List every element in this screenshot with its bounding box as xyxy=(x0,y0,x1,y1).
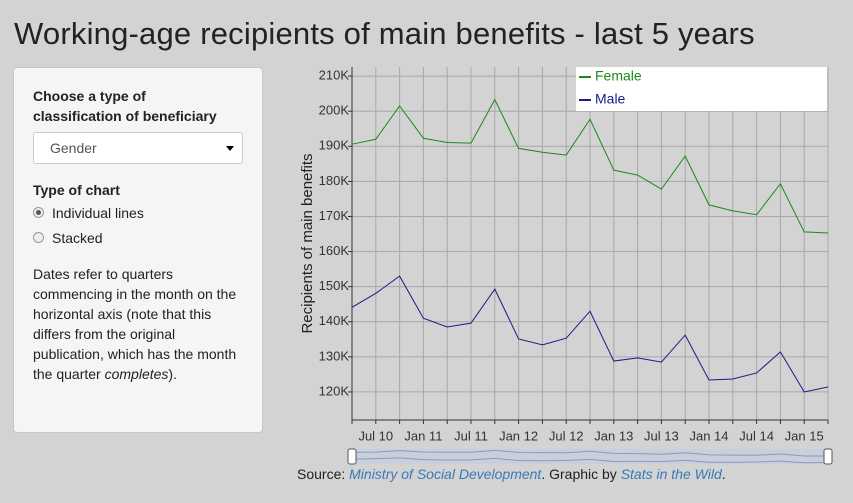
x-tick-label: Jul 13 xyxy=(644,428,679,443)
legend-label: Male xyxy=(595,91,626,107)
x-tick-label: Jul 11 xyxy=(454,428,488,443)
range-handle xyxy=(347,448,357,465)
classification-label: Choose a type of classification of benef… xyxy=(33,88,217,124)
note-emphasis: completes xyxy=(104,366,169,382)
y-tick-label: 140K xyxy=(319,313,350,328)
note-text: ). xyxy=(168,366,177,382)
radio-label: Stacked xyxy=(52,229,103,246)
y-tick-label: 210K xyxy=(319,68,350,83)
y-tick-label: 180K xyxy=(319,173,350,188)
radio-button[interactable] xyxy=(33,232,44,243)
x-tick-label: Jan 15 xyxy=(785,428,824,443)
source-link[interactable]: Ministry of Social Development xyxy=(349,466,542,482)
x-tick-label: Jan 13 xyxy=(594,428,633,443)
range-line xyxy=(351,449,829,457)
y-tick-label: 190K xyxy=(319,138,350,153)
y-axis-label: Recipients of main benefits xyxy=(299,153,316,333)
range-line xyxy=(351,457,829,464)
y-tick-label: 150K xyxy=(319,278,350,293)
source-text: . Graphic by xyxy=(541,466,617,482)
y-tick-label: 120K xyxy=(319,383,350,398)
source-line: Source: Ministry of Social Development. … xyxy=(297,466,726,482)
source-text: . xyxy=(721,466,726,482)
radio-label: Individual lines xyxy=(52,204,144,221)
y-tick-label: 160K xyxy=(319,243,350,258)
legend-box xyxy=(576,67,827,111)
range-selector xyxy=(352,449,828,464)
y-tick-label: 130K xyxy=(319,348,350,363)
radio-option[interactable]: Stacked xyxy=(33,225,243,250)
source-text: Source: xyxy=(297,466,346,482)
data-line xyxy=(351,98,829,234)
x-tick-label: Jul 14 xyxy=(739,428,774,443)
radio-option[interactable]: Individual lines xyxy=(33,200,243,225)
data-line xyxy=(351,275,829,393)
range-handle xyxy=(823,448,833,465)
x-tick-label: Jan 12 xyxy=(499,428,538,443)
x-tick-label: Jan 11 xyxy=(404,428,442,443)
plot-area xyxy=(352,67,828,420)
legend-label: Female xyxy=(595,68,642,84)
y-tick-label: 170K xyxy=(319,208,350,223)
radio-button[interactable] xyxy=(33,207,44,218)
x-tick-label: Jul 12 xyxy=(549,428,584,443)
note-text: Dates refer to quarters commencing in th… xyxy=(33,266,237,382)
note: Dates refer to quarters commencing in th… xyxy=(33,264,243,384)
source-link[interactable]: Stats in the Wild xyxy=(620,466,722,482)
y-tick-label: 200K xyxy=(319,103,350,118)
classification-select[interactable]: Gender xyxy=(33,132,243,164)
chart-type-label: Type of chart xyxy=(33,182,120,198)
page-title: Working-age recipients of main benefits … xyxy=(14,16,755,51)
x-tick-label: Jan 14 xyxy=(689,428,728,443)
sidebar-panel: Choose a type of classification of benef… xyxy=(13,67,263,433)
x-tick-label: Jul 10 xyxy=(358,428,393,443)
